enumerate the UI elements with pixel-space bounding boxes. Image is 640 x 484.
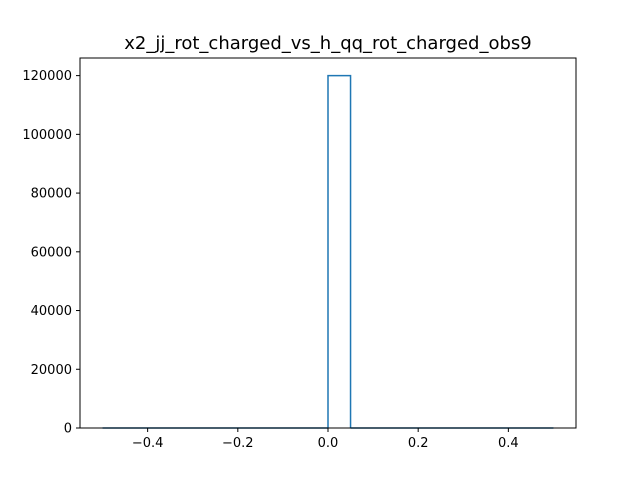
y-axis: 0 20000 40000 60000 80000 100000 120000 (22, 69, 80, 437)
chart-title: x2_jj_rot_charged_vs_h_qq_rot_charged_ob… (124, 33, 532, 54)
x-tick-label: −0.4 (132, 436, 164, 451)
x-tick-label: −0.2 (222, 436, 254, 451)
plot-frame (79, 57, 577, 429)
x-tick-label: 0.0 (318, 436, 339, 451)
y-tick-label: 120000 (22, 69, 72, 84)
y-tick-label: 0 (64, 422, 72, 437)
y-tick-label: 60000 (31, 245, 72, 260)
plot-area (102, 74, 554, 429)
y-tick-label: 40000 (31, 304, 72, 319)
x-tick-label: 0.4 (498, 436, 519, 451)
y-tick-label: 100000 (22, 128, 72, 143)
y-tick-label: 80000 (31, 187, 72, 202)
x-axis: −0.4 −0.2 0.0 0.2 0.4 (132, 428, 519, 451)
x-tick-label: 0.2 (408, 436, 429, 451)
histogram-bin-1 (327, 74, 352, 428)
y-tick-label: 20000 (31, 363, 72, 378)
